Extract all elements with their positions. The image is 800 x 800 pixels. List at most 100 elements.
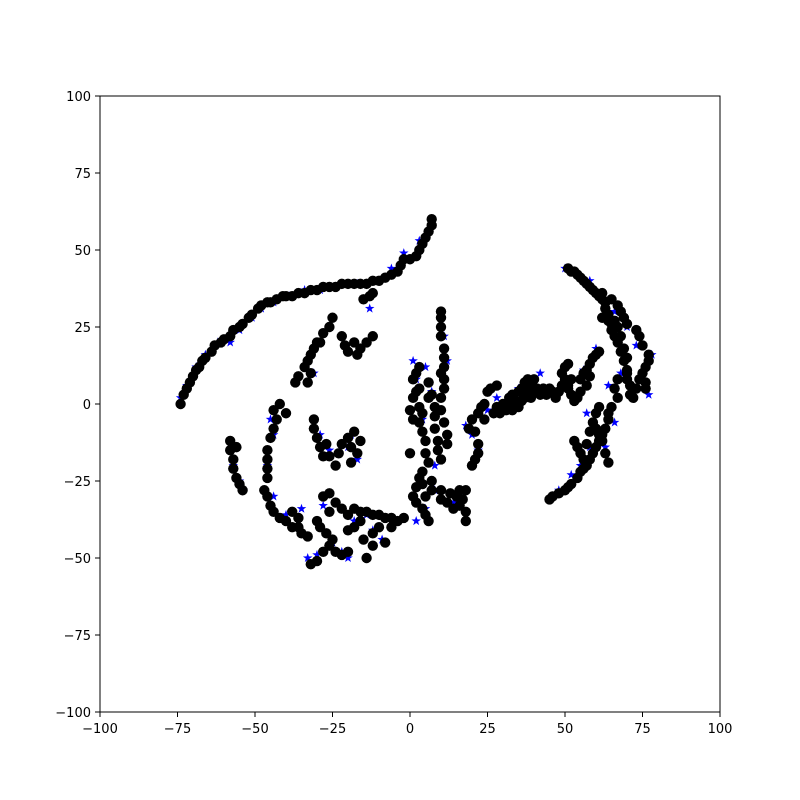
circle-point [311, 432, 323, 444]
circle-point [262, 472, 273, 484]
plot-frame [99, 95, 721, 713]
circle-point [593, 429, 605, 440]
circle-point [290, 377, 301, 388]
y-tick-label: 0 [83, 398, 91, 413]
circle-point [311, 515, 323, 527]
circle-point [426, 475, 437, 487]
star-point [352, 454, 363, 464]
circle-point [262, 491, 273, 502]
star-point [349, 516, 359, 526]
star-point [420, 362, 431, 372]
circle-point [228, 454, 239, 465]
circle-point [262, 454, 273, 465]
circle-point [631, 383, 642, 394]
circle-point [386, 522, 397, 533]
star-point [448, 497, 459, 507]
circle-point [268, 404, 279, 416]
star-point [616, 368, 626, 378]
y-tick-label: 50 [74, 244, 91, 259]
circle-point [426, 214, 437, 225]
circle-point [308, 423, 320, 434]
star-point [364, 303, 375, 313]
circle-point [318, 327, 329, 339]
star-point [535, 368, 545, 378]
circle-point [342, 346, 354, 357]
circle-point [603, 414, 614, 425]
y-tick-label: −25 [64, 475, 91, 490]
circle-point [593, 401, 605, 413]
circle-point [438, 343, 450, 354]
circle-point [581, 438, 592, 450]
circle-point [593, 346, 605, 357]
circle-point [621, 352, 633, 363]
circle-point [442, 429, 453, 440]
y-tick-label: −50 [64, 552, 91, 567]
circle-point [621, 368, 633, 379]
y-tick-label: 25 [74, 321, 91, 336]
x-tick-label: 75 [634, 722, 651, 737]
star-point [399, 248, 409, 258]
circle-point [336, 331, 347, 342]
circle-point [600, 448, 611, 459]
star-point [430, 460, 440, 470]
star-point [609, 417, 620, 427]
circle-point [612, 374, 623, 385]
circle-point [442, 438, 453, 450]
circle-point [361, 552, 372, 564]
circle-point [342, 546, 354, 558]
star-point [643, 389, 654, 399]
star-point [492, 392, 502, 402]
circle-point [342, 525, 354, 536]
circle-point [612, 321, 623, 333]
circle-point [417, 408, 428, 419]
circle-point [423, 515, 434, 527]
circle-point [358, 534, 369, 545]
circle-point [544, 494, 555, 505]
star-point [268, 491, 279, 501]
x-tick-label: 0 [406, 722, 414, 737]
circle-point [345, 457, 357, 468]
circle-point [327, 312, 338, 323]
x-tick-label: −50 [241, 722, 268, 737]
circle-point [612, 392, 623, 404]
circle-point [423, 377, 434, 388]
circle-point [302, 377, 313, 388]
star-point [631, 340, 642, 350]
star-point [386, 263, 397, 273]
circle-point [435, 404, 447, 416]
circle-point [349, 426, 360, 437]
circle-point [414, 417, 425, 428]
circle-point [367, 540, 378, 551]
circle-point [352, 349, 363, 360]
star-point [581, 408, 592, 418]
circle-point [228, 463, 239, 474]
circle-point [367, 528, 378, 539]
x-tick-label: −75 [164, 722, 191, 737]
star-point [600, 442, 611, 452]
circle-point [606, 294, 617, 305]
circle-point [414, 383, 425, 394]
circle-point [330, 460, 341, 471]
star-point [408, 355, 418, 365]
star-point [265, 414, 276, 424]
circle-point [435, 321, 447, 333]
circle-point [631, 324, 642, 336]
circle-point [420, 435, 431, 447]
circle-point [491, 380, 502, 391]
circle-point [438, 352, 450, 363]
circle-point [426, 389, 437, 400]
x-tick-label: 50 [557, 722, 574, 737]
circle-point [305, 368, 316, 379]
circle-point [293, 512, 304, 524]
star-point [318, 500, 328, 510]
circle-point [308, 414, 320, 425]
circle-point [311, 337, 323, 348]
circle-point [581, 380, 592, 391]
circle-point [367, 331, 378, 342]
circle-point [367, 287, 378, 299]
circle-point [597, 312, 608, 323]
circle-point [417, 478, 428, 490]
circle-point [432, 445, 444, 456]
star-point [302, 553, 313, 563]
